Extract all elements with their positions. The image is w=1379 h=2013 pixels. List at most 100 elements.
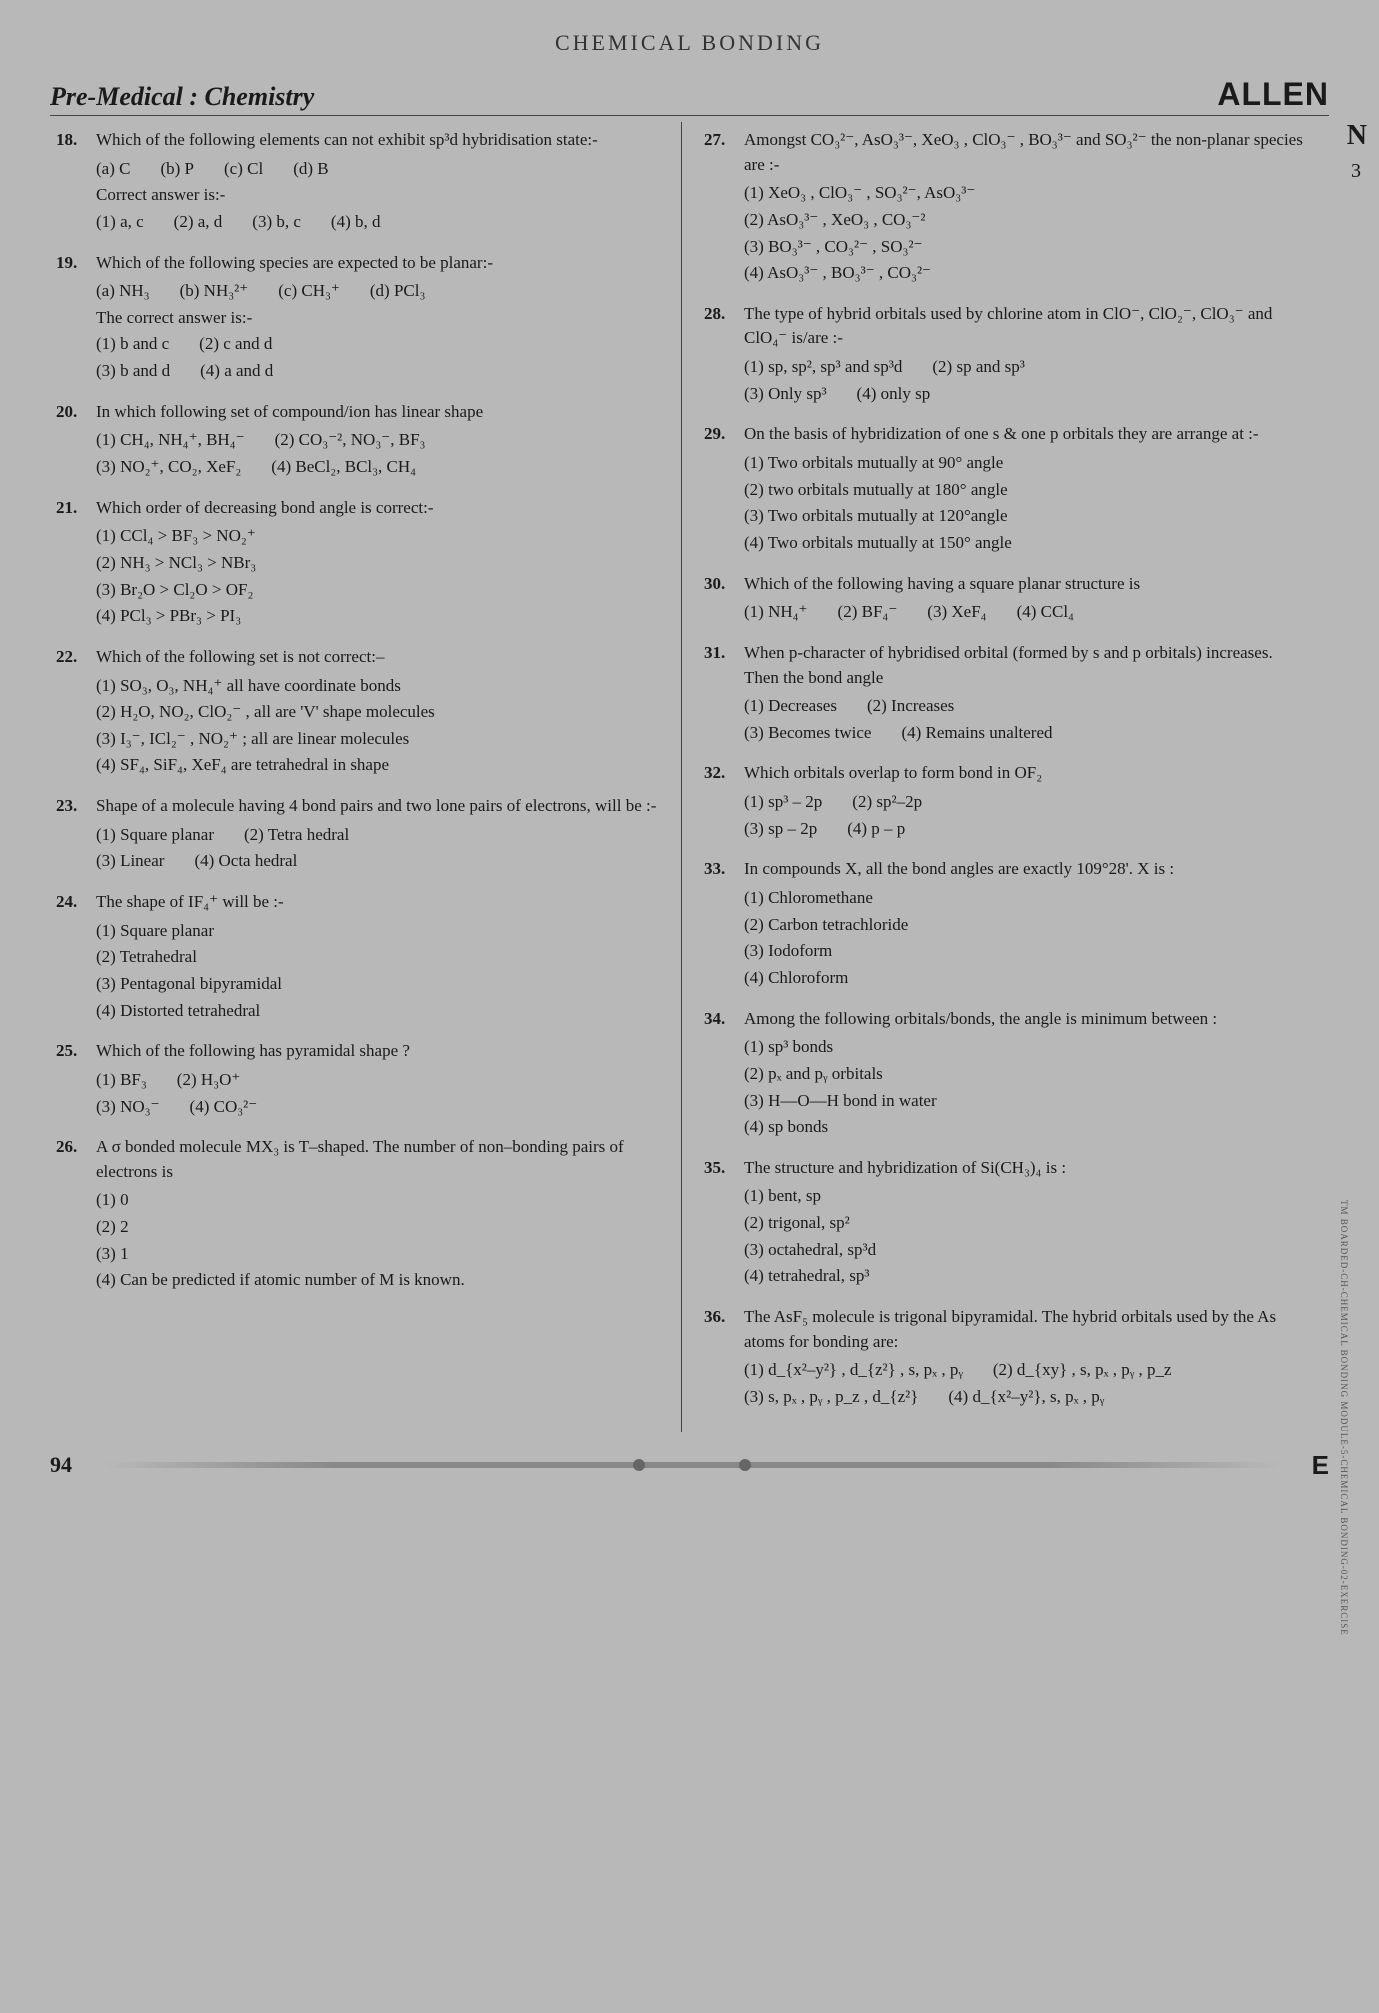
option-row: (3) BO₃³⁻ , CO₃²⁻ , SO₃²⁻ (744, 235, 1311, 260)
question-stem: The AsF₅ molecule is trigonal bipyramida… (744, 1305, 1311, 1354)
option: (2) d_{xy} , s, pₓ , pᵧ , p_z (993, 1358, 1172, 1383)
option-row: (3) H—O—H bond in water (744, 1089, 1311, 1114)
question: 20.In which following set of compound/io… (56, 400, 663, 482)
option: (3) b, c (252, 210, 301, 235)
question-stem: In compounds X, all the bond angles are … (744, 857, 1311, 882)
option-row: (4) sp bonds (744, 1115, 1311, 1140)
option: (2) a, d (174, 210, 223, 235)
option: (4) Chloroform (744, 966, 848, 991)
question-stem: Amongst CO₃²⁻, AsO₃³⁻, XeO₃ , ClO₃⁻ , BO… (744, 128, 1311, 177)
option: (4) SF₄, SiF₄, XeF₄ are tetrahedral in s… (96, 753, 389, 778)
option-row: (3) NO₃⁻(4) CO₃²⁻ (96, 1095, 663, 1120)
option: (3) Br₂O > Cl₂O > OF₂ (96, 578, 253, 603)
question-body: Which of the following having a square p… (744, 572, 1311, 627)
option: (1) CCl₄ > BF₃ > NO₂⁺ (96, 524, 256, 549)
option: (4) Octa hedral (194, 849, 297, 874)
question-number: 28. (704, 302, 744, 409)
chapter-header: CHEMICAL BONDING (50, 30, 1329, 56)
option-row: (3) I₃⁻, ICl₂⁻ , NO₂⁺ ; all are linear m… (96, 727, 663, 752)
question-body: Which order of decreasing bond angle is … (96, 496, 663, 631)
option-row: (2) Tetrahedral (96, 945, 663, 970)
option-row: (1) CCl₄ > BF₃ > NO₂⁺ (96, 524, 663, 549)
question-body: A σ bonded molecule MX₃ is T–shaped. The… (96, 1135, 663, 1295)
option-row: (1) Square planar (96, 919, 663, 944)
option: (1) Chloromethane (744, 886, 873, 911)
option: (3) I₃⁻, ICl₂⁻ , NO₂⁺ ; all are linear m… (96, 727, 409, 752)
page-header: Pre-Medical : Chemistry ALLEN (50, 76, 1329, 116)
option: (3) s, pₓ , pᵧ , p_z , d_{z²} (744, 1385, 918, 1410)
question: 32.Which orbitals overlap to form bond i… (704, 761, 1311, 843)
option: (2) Tetra hedral (244, 823, 349, 848)
option: (3) H—O—H bond in water (744, 1089, 937, 1114)
question-stem: On the basis of hybridization of one s &… (744, 422, 1311, 447)
footer-decoration (102, 1462, 1282, 1468)
question-body: When p-character of hybridised orbital (… (744, 641, 1311, 748)
option-row: (3) NO₂⁺, CO₂, XeF₂(4) BeCl₂, BCl₃, CH₄ (96, 455, 663, 480)
question-columns: 18.Which of the following elements can n… (50, 122, 1329, 1432)
question-number: 25. (56, 1039, 96, 1121)
option-row: (3) b and d(4) a and d (96, 359, 663, 384)
option-row: (3) sp – 2p(4) p – p (744, 817, 1311, 842)
question: 18.Which of the following elements can n… (56, 128, 663, 237)
option-row: (2) H₂O, NO₂, ClO₂⁻ , all are 'V' shape … (96, 700, 663, 725)
option-row: (1) 0 (96, 1188, 663, 1213)
question: 35.The structure and hybridization of Si… (704, 1156, 1311, 1291)
option: (4) BeCl₂, BCl₃, CH₄ (271, 455, 416, 480)
option-row: (3) Only sp³(4) only sp (744, 382, 1311, 407)
option-row: (3) Iodoform (744, 939, 1311, 964)
option: (3) NO₃⁻ (96, 1095, 160, 1120)
option: (2) pₓ and pᵧ orbitals (744, 1062, 883, 1087)
option: (1) d_{x²–y²} , d_{z²} , s, pₓ , pᵧ (744, 1358, 963, 1383)
option: (2) c and d (199, 332, 272, 357)
question: 19.Which of the following species are ex… (56, 251, 663, 386)
option: (3) Two orbitals mutually at 120°angle (744, 504, 1008, 529)
question: 29.On the basis of hybridization of one … (704, 422, 1311, 557)
option-row: (1) sp³ – 2p(2) sp²–2p (744, 790, 1311, 815)
question-stem: In which following set of compound/ion h… (96, 400, 663, 425)
option-row: (1) Two orbitals mutually at 90° angle (744, 451, 1311, 476)
option-row: (1) a, c(2) a, d(3) b, c(4) b, d (96, 210, 663, 235)
option-row: (4) Chloroform (744, 966, 1311, 991)
question-stem: Which of the following has pyramidal sha… (96, 1039, 663, 1064)
option: (4) d_{x²–y²}, s, pₓ , pᵧ (948, 1385, 1104, 1410)
question-body: Which of the following elements can not … (96, 128, 663, 237)
option: (1) 0 (96, 1188, 129, 1213)
option: (4) PCl₃ > PBr₃ > PI₃ (96, 604, 241, 629)
question-number: 24. (56, 890, 96, 1025)
option: (2) NH₃ > NCl₃ > NBr₃ (96, 551, 256, 576)
question-body: Which of the following set is not correc… (96, 645, 663, 780)
option: (4) Distorted tetrahedral (96, 999, 260, 1024)
option: (c) CH₃⁺ (278, 279, 340, 304)
option-row: (4) SF₄, SiF₄, XeF₄ are tetrahedral in s… (96, 753, 663, 778)
question-body: The AsF₅ molecule is trigonal bipyramida… (744, 1305, 1311, 1412)
question-body: In which following set of compound/ion h… (96, 400, 663, 482)
option-row: (2) 2 (96, 1215, 663, 1240)
option: (1) sp³ – 2p (744, 790, 822, 815)
option: (4) b, d (331, 210, 381, 235)
question: 25.Which of the following has pyramidal … (56, 1039, 663, 1121)
option: (1) NH₄⁺ (744, 600, 808, 625)
question-body: Among the following orbitals/bonds, the … (744, 1007, 1311, 1142)
question-stem: Which of the following elements can not … (96, 128, 663, 153)
option: (3) octahedral, sp³d (744, 1238, 876, 1263)
option: (1) Decreases (744, 694, 837, 719)
option-row: (1) b and c(2) c and d (96, 332, 663, 357)
option-row: (2) pₓ and pᵧ orbitals (744, 1062, 1311, 1087)
question-body: Which orbitals overlap to form bond in O… (744, 761, 1311, 843)
question: 26.A σ bonded molecule MX₃ is T–shaped. … (56, 1135, 663, 1295)
option: (4) Two orbitals mutually at 150° angle (744, 531, 1012, 556)
question-number: 27. (704, 128, 744, 288)
question-body: In compounds X, all the bond angles are … (744, 857, 1311, 992)
option: (3) BO₃³⁻ , CO₃²⁻ , SO₃²⁻ (744, 235, 923, 260)
option: (c) Cl (224, 157, 263, 182)
option-row: (2) NH₃ > NCl₃ > NBr₃ (96, 551, 663, 576)
question-number: 29. (704, 422, 744, 557)
option: (b) P (160, 157, 194, 182)
option-row: (1) CH₄, NH₄⁺, BH₄⁻(2) CO₃⁻², NO₃⁻, BF₃ (96, 428, 663, 453)
option: (2) two orbitals mutually at 180° angle (744, 478, 1008, 503)
option-row: (a) NH₃(b) NH₃²⁺(c) CH₃⁺(d) PCl₃ (96, 279, 663, 304)
side-letter: N (1347, 120, 1367, 152)
question-number: 36. (704, 1305, 744, 1412)
option: (3) 1 (96, 1242, 129, 1267)
option-row: (2) trigonal, sp² (744, 1211, 1311, 1236)
